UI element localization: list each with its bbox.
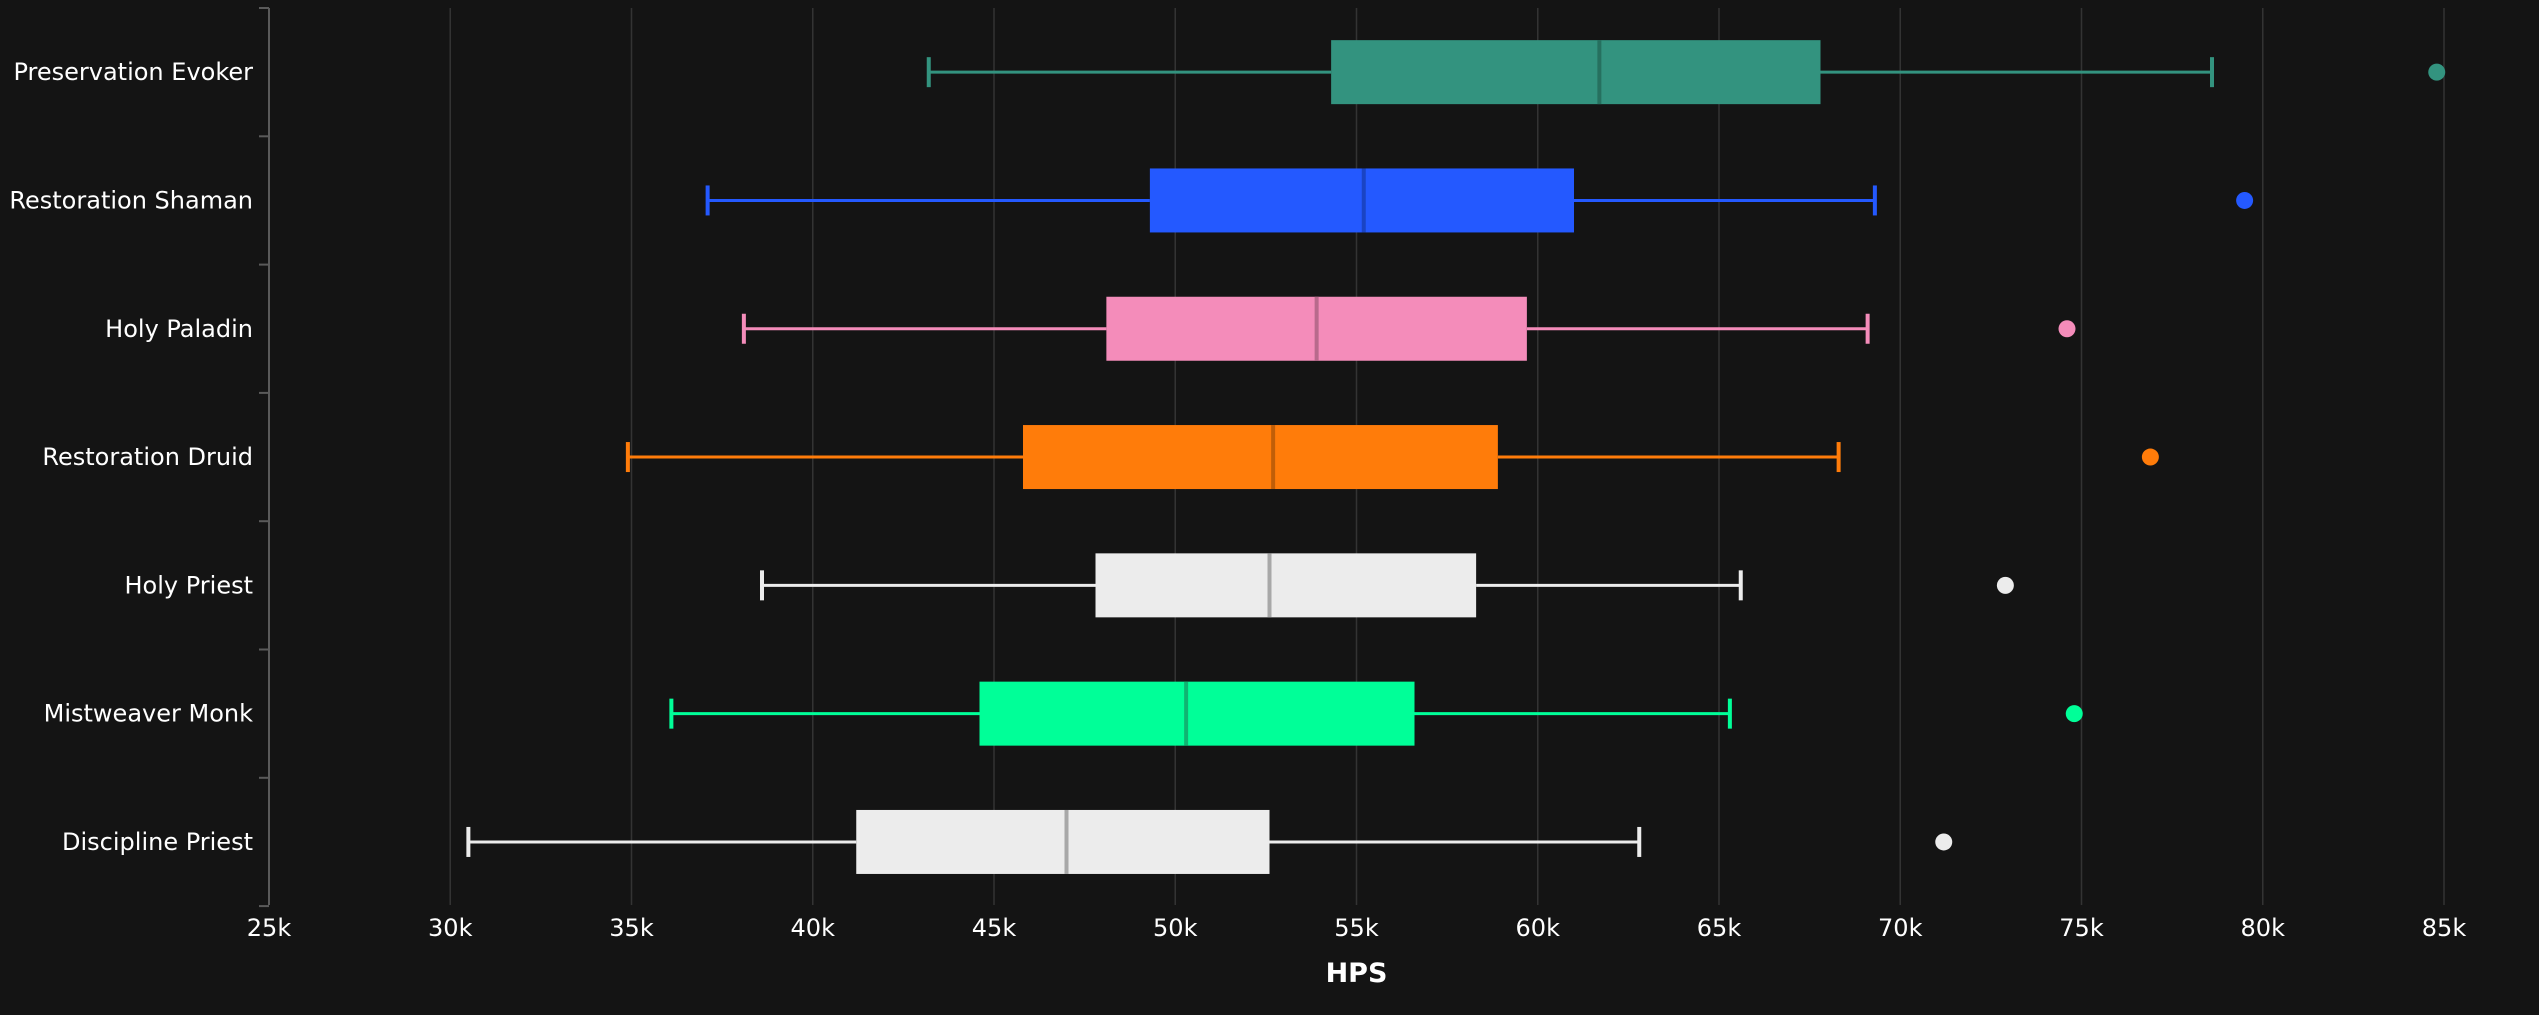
x-tick-label: 60k bbox=[1516, 914, 1561, 942]
category-label: Holy Paladin bbox=[105, 315, 253, 343]
iqr-box bbox=[856, 809, 1270, 874]
category-labels: Preservation Evoker Restoration Shaman Hol… bbox=[9, 58, 253, 856]
category-label: Holy Priest bbox=[125, 571, 254, 599]
outlier-point bbox=[2141, 448, 2159, 466]
outlier-point bbox=[2065, 705, 2083, 723]
x-tick-label: 85k bbox=[2422, 914, 2467, 942]
outlier-point bbox=[1935, 833, 1953, 851]
category-label: Restoration Druid bbox=[42, 443, 253, 471]
box-discipline-priest bbox=[466, 809, 1953, 874]
iqr-box bbox=[1095, 553, 1477, 618]
x-axis-title: HPS bbox=[1326, 958, 1388, 989]
outlier-point bbox=[2058, 320, 2076, 338]
x-tick-label: 30k bbox=[428, 914, 473, 942]
x-tick-label: 50k bbox=[1153, 914, 1198, 942]
x-tick-label: 65k bbox=[1697, 914, 1742, 942]
category-label: Discipline Priest bbox=[62, 828, 253, 856]
box-series bbox=[466, 40, 2446, 874]
iqr-box bbox=[1331, 40, 1821, 105]
iqr-box bbox=[979, 681, 1415, 746]
category-label: Preservation Evoker bbox=[13, 58, 253, 86]
box-restoration-shaman bbox=[705, 168, 2254, 233]
x-tick-label: 45k bbox=[972, 914, 1017, 942]
outlier-point bbox=[2236, 191, 2254, 209]
x-tick-label: 35k bbox=[609, 914, 654, 942]
outlier-point bbox=[1996, 576, 2014, 594]
box-holy-paladin bbox=[741, 296, 2076, 361]
category-label: Mistweaver Monk bbox=[44, 700, 253, 728]
x-tick-label: 80k bbox=[2241, 914, 2286, 942]
box-preservation-evoker bbox=[926, 40, 2446, 105]
x-tick-label: 75k bbox=[2059, 914, 2104, 942]
x-tick-label: 55k bbox=[1334, 914, 1379, 942]
outlier-point bbox=[2428, 63, 2446, 81]
category-label: Restoration Shaman bbox=[9, 186, 253, 214]
box-mistweaver-monk bbox=[669, 681, 2083, 746]
y-axis bbox=[259, 7, 270, 908]
box-holy-priest bbox=[760, 553, 2014, 618]
x-tick-label: 70k bbox=[1878, 914, 1923, 942]
iqr-box bbox=[1023, 425, 1498, 490]
x-tick-label: 25k bbox=[247, 914, 292, 942]
box-restoration-druid bbox=[625, 425, 2159, 490]
x-tick-label: 40k bbox=[791, 914, 836, 942]
x-tick-labels: 25k 30k 35k 40k 45k 50k 55k 60k 65k 70k 75k 80k 85k bbox=[247, 914, 2467, 942]
